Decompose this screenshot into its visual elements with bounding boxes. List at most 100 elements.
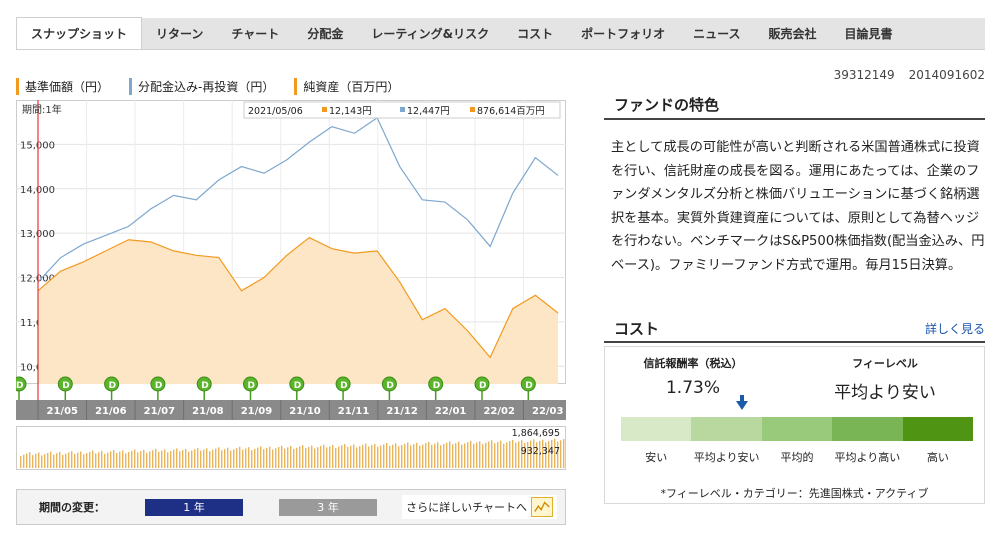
period-selector: 期間の変更： 1 年 3 年 さらに詳しいチャートへ (16, 489, 566, 525)
volume-bar (89, 451, 91, 468)
dividend-marker-icon (150, 376, 166, 392)
series-line-1 (37, 236, 559, 359)
dividend-marker-label: D (62, 381, 69, 391)
volume-bar (509, 441, 511, 468)
tab-1[interactable]: リターン (156, 27, 204, 41)
volume-bar (170, 450, 172, 468)
volume-bar (68, 452, 70, 468)
volume-bar (521, 440, 523, 468)
volume-bar (491, 440, 493, 468)
fee-scale-label: 平均より高い (834, 451, 901, 464)
legend-nav: 基準価額（円） (16, 78, 109, 95)
volume-bar (524, 443, 526, 468)
detailed-chart-link[interactable]: さらに詳しいチャートへ (402, 495, 557, 519)
volume-bar (206, 448, 208, 468)
tooltip-net_assets: 876,614百万円 (477, 106, 545, 117)
volume-bar (128, 452, 130, 468)
tab-2[interactable]: チャート (231, 27, 280, 41)
tab-6[interactable]: ポートフォリオ (581, 27, 666, 41)
volume-bar (479, 441, 481, 468)
volume-bar (320, 445, 322, 468)
period-3y-button[interactable]: 3 年 (279, 498, 377, 516)
x-tick-label: 21/11 (338, 406, 370, 417)
price-chart[interactable]: 15,00014,00013,00012,00011,00010,000期間:1… (16, 100, 566, 420)
tab-0[interactable]: スナップショット (16, 17, 143, 49)
fee-scale-label: 平均より安い (693, 451, 760, 464)
volume-bar (431, 444, 433, 468)
volume-bar (482, 444, 484, 468)
dividend-marker-label: D (340, 381, 347, 391)
feature-text: 主として成長の可能性が高いと判断される米国普通株式に投資を行い、信託財産の成長を… (611, 140, 985, 273)
volume-bar (473, 443, 475, 468)
tooltip-swatch (470, 107, 475, 112)
volume-bar (458, 441, 460, 468)
volume-bar (335, 447, 337, 468)
tab-9[interactable]: 目論見書 (844, 27, 893, 41)
fee-scale-segment (902, 417, 974, 441)
volume-bar (71, 451, 73, 468)
volume-bar (416, 442, 418, 468)
volume-bar (251, 450, 253, 468)
volume-bar (20, 456, 22, 468)
dividend-marker-icon (243, 376, 258, 392)
volume-bar (512, 439, 514, 468)
category-note: *フィーレベル・カテゴリー：先進国株式・アクティブ (660, 487, 929, 500)
fee-scale (621, 417, 974, 441)
fee-label: 信託報酬率（税込） (643, 357, 743, 370)
cost-detail-link[interactable]: 詳しく見る (924, 321, 985, 336)
volume-bar (263, 449, 265, 468)
period-label: 期間の変更： (39, 501, 105, 514)
dividend-marker-icon (16, 376, 27, 392)
tab-3[interactable]: 分配金 (307, 27, 344, 41)
volume-bar (377, 446, 379, 468)
volume-bar (35, 453, 37, 468)
chart-legend: 基準価額（円） 分配金込み-再投資（円） 純資産（百万円） (16, 78, 419, 95)
volume-bar (131, 450, 133, 468)
volume-bar (386, 443, 388, 468)
tooltip-nav: 12,143円 (329, 106, 372, 117)
dividend-marker-icon (57, 376, 73, 392)
period-1y-button[interactable]: 1 年 (145, 498, 243, 516)
volume-bar (176, 448, 178, 468)
dividend-marker-label: D (433, 381, 440, 391)
volume-bar (380, 445, 382, 468)
volume-bar (365, 443, 367, 468)
tooltip-swatch (322, 107, 327, 112)
volume-chart: 1,864,695 932,347 (16, 426, 566, 470)
volume-bar (65, 453, 67, 468)
series-line-0 (37, 116, 559, 283)
volume-bar (209, 451, 211, 468)
x-tick-label: 21/09 (241, 406, 273, 417)
volume-bar (44, 454, 46, 468)
volume-bar (275, 448, 277, 468)
volume-bar (563, 439, 565, 468)
volume-bar (194, 449, 196, 468)
volume-bar (38, 452, 40, 468)
volume-bar (359, 446, 361, 468)
volume-bar (233, 449, 235, 468)
tab-5[interactable]: コスト (517, 27, 554, 41)
dividend-marker-icon (104, 376, 120, 392)
tab-7[interactable]: ニュース (693, 27, 741, 41)
volume-bar (140, 451, 142, 468)
tab-4[interactable]: レーティング&リスク (371, 27, 490, 41)
volume-bar (347, 447, 349, 468)
volume-bar (53, 454, 55, 468)
volume-bar (137, 452, 139, 468)
volume-bar (221, 450, 223, 468)
dividend-marker-icon (474, 376, 490, 392)
volume-bar (542, 439, 544, 468)
volume-bar (32, 455, 34, 468)
volume-bar (311, 445, 313, 468)
fund-code-1: 39312149 (833, 68, 895, 82)
fee-scale-labels: 安い 平均より安い 平均的 平均より高い 高い (621, 449, 973, 467)
volume-bar (107, 452, 109, 468)
level-value: 平均より安い (834, 383, 936, 403)
tab-8[interactable]: 販売会社 (768, 27, 817, 41)
volume-bar (287, 447, 289, 468)
volume-bar (317, 447, 319, 468)
volume-bar (266, 447, 268, 468)
volume-bar (239, 446, 241, 468)
chart-icon (531, 497, 553, 517)
volume-bar (161, 450, 163, 468)
